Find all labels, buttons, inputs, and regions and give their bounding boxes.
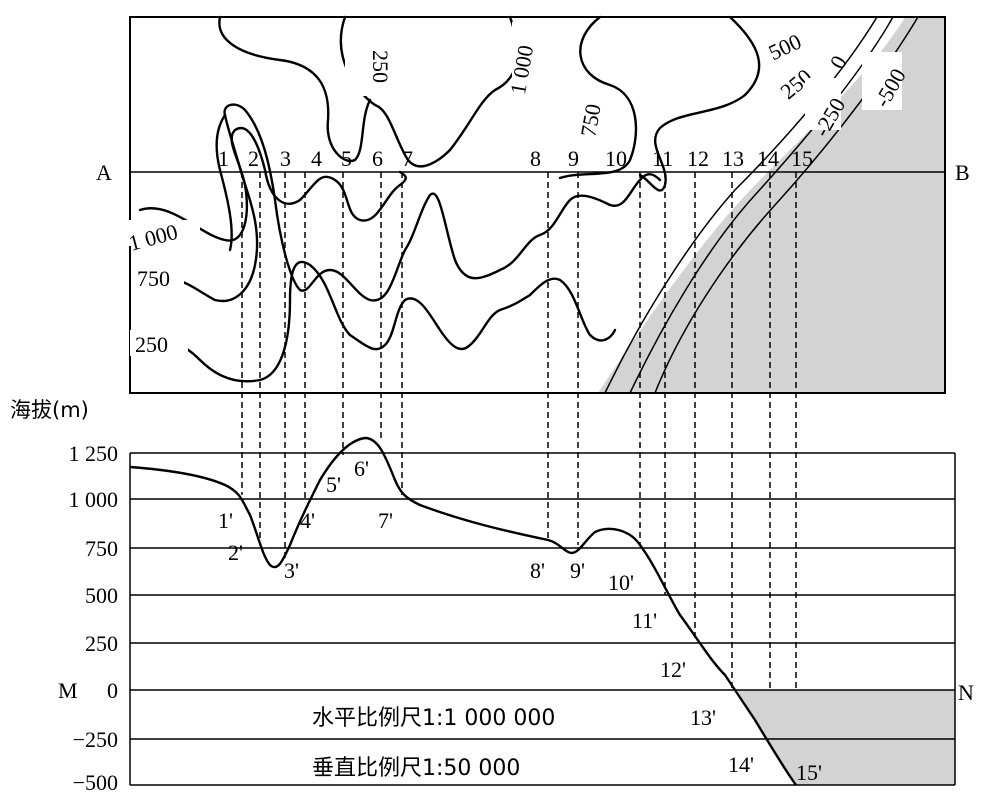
contour-map: A B 1 2 3 4 5 6 7 8 9 10 11 12 13 14 15 … (96, 15, 970, 394)
map-point-6: 6 (372, 146, 383, 171)
profile-point-5: 5' (326, 472, 341, 497)
contour-500-coastal (638, 15, 761, 192)
vertical-scale: 垂直比例尺1:50 000 (312, 756, 520, 781)
n-label: N (958, 680, 974, 705)
profile-point-1: 1' (218, 508, 233, 533)
y-tick-750: 750 (85, 536, 118, 561)
contour-label-0: 0 (825, 51, 852, 73)
y-tick-minus500: −500 (73, 770, 118, 795)
endpoint-a-label: A (96, 160, 112, 185)
map-point-2: 2 (248, 146, 259, 171)
profile-point-6: 6' (354, 456, 369, 481)
profile-point-10: 10' (608, 570, 634, 595)
endpoint-b-label: B (955, 160, 970, 185)
map-point-15: 15 (791, 146, 813, 171)
elevation-profile: 海拔(m) 1 250 1 000 750 500 250 0 −250 −50… (10, 398, 974, 795)
profile-point-12: 12' (660, 657, 686, 682)
map-point-9: 9 (568, 146, 579, 171)
profile-point-2: 2' (228, 540, 243, 565)
y-tick-1000: 1 000 (69, 487, 119, 512)
profile-point-15: 15' (796, 760, 822, 785)
map-point-labels: 1 2 3 4 5 6 7 8 9 10 11 12 13 14 15 (218, 146, 813, 171)
profile-axis-title: 海拔(m) (10, 398, 89, 422)
contour-250-lobe (215, 113, 233, 252)
map-point-1: 1 (218, 146, 229, 171)
map-point-3: 3 (280, 146, 291, 171)
contour-250 (138, 260, 617, 383)
profile-point-14: 14' (728, 752, 754, 777)
map-point-11: 11 (652, 146, 673, 171)
contour-label-250-north: 250 (368, 50, 393, 83)
profile-point-11: 11' (632, 608, 657, 633)
map-point-7: 7 (402, 146, 413, 171)
map-frame (129, 16, 946, 394)
horizontal-scale: 水平比例尺1:1 000 000 (312, 706, 555, 731)
y-tick-500: 500 (85, 583, 118, 608)
map-point-14: 14 (757, 146, 779, 171)
map-point-8: 8 (530, 146, 541, 171)
contour-750 (138, 103, 662, 303)
map-point-13: 13 (722, 146, 744, 171)
map-sea-area (598, 17, 945, 393)
profile-point-8: 8' (530, 558, 545, 583)
y-tick-0: 0 (107, 678, 118, 703)
profile-y-tick-labels: 1 250 1 000 750 500 250 0 −250 −500 (69, 441, 119, 795)
contour-label-500: 500 (765, 29, 805, 66)
map-point-10: 10 (605, 146, 627, 171)
y-tick-1250: 1 250 (69, 441, 119, 466)
contour-label-750-north: 750 (575, 102, 605, 139)
contour-1000-west (138, 126, 407, 242)
m-label: M (58, 678, 78, 703)
profile-point-4: 4' (300, 508, 315, 533)
profile-point-3: 3' (284, 558, 299, 583)
projection-lines (241, 172, 797, 785)
contour-label-750-west: 750 (137, 266, 170, 291)
contour-minus250 (629, 16, 894, 394)
contour-label-250-west: 250 (135, 332, 168, 357)
contour-250-upper (218, 15, 372, 163)
y-tick-250: 250 (85, 631, 118, 656)
y-tick-minus250: −250 (73, 727, 118, 752)
profile-point-13: 13' (690, 705, 716, 730)
map-point-5: 5 (341, 146, 352, 171)
contour-750-upper (558, 15, 638, 180)
profile-sea-area (737, 690, 955, 785)
map-point-12: 12 (687, 146, 709, 171)
terrain-profile-line (129, 436, 797, 786)
profile-point-labels: 1' 2' 3' 4' 5' 6' 7' 8' 9' 10' 11' 12' 1… (218, 456, 822, 785)
profile-point-7: 7' (378, 508, 393, 533)
map-point-4: 4 (311, 146, 322, 171)
profile-point-9: 9' (570, 558, 585, 583)
